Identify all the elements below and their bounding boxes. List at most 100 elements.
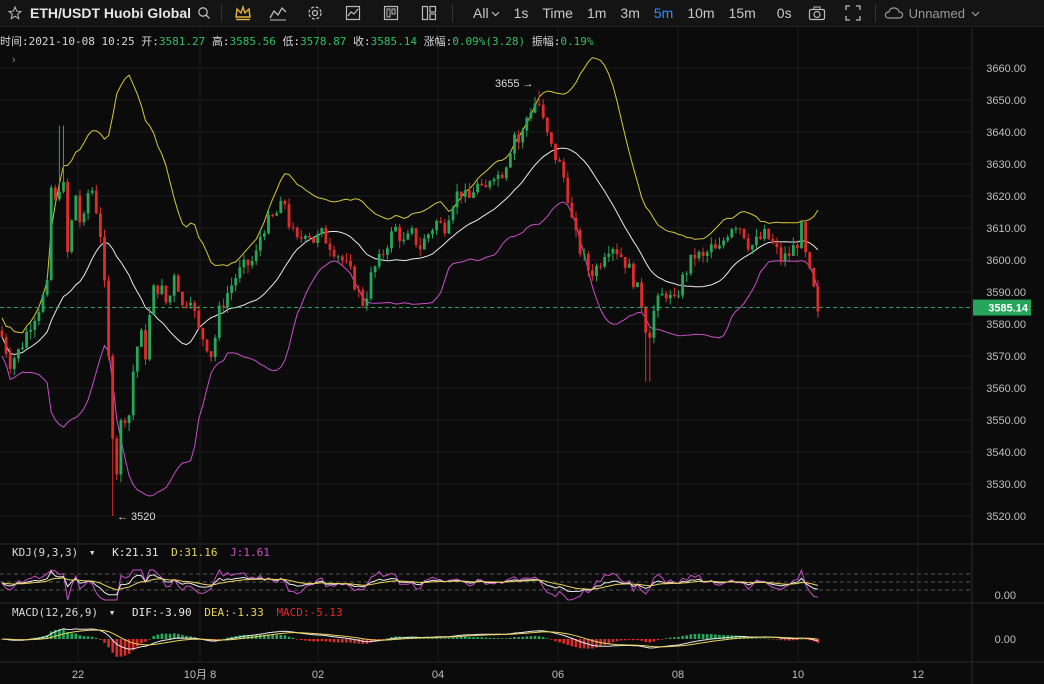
macd-bar-down	[341, 639, 344, 643]
layout-save-button[interactable]: Unnamed	[880, 0, 980, 26]
macd-bar-up	[439, 637, 442, 639]
time-tick-label: 10月 8	[184, 669, 216, 681]
interval-time[interactable]: Time	[535, 0, 580, 26]
fullscreen-icon[interactable]	[835, 0, 871, 26]
macd-bar-down	[660, 639, 664, 640]
time-tick-label: 08	[672, 669, 684, 681]
interval-15m[interactable]: 15m	[722, 0, 763, 26]
candle-up	[447, 220, 451, 234]
chevron-down-icon[interactable]: ▾	[108, 606, 116, 619]
macd-bar-up	[472, 637, 475, 639]
interval-1m[interactable]: 1m	[580, 0, 613, 26]
macd-bar-down	[570, 639, 574, 647]
candle-down	[201, 328, 205, 340]
macd-bar-up	[291, 637, 295, 639]
crown-icon[interactable]	[226, 0, 260, 26]
macd-bar-down	[295, 639, 299, 640]
interval-5m[interactable]: 5m	[647, 0, 680, 26]
interval-all[interactable]: All	[457, 0, 507, 26]
symbol-title[interactable]: ETH/USDT Huobi Global	[30, 5, 191, 21]
candle-down	[398, 226, 402, 242]
candle-down	[299, 237, 303, 239]
macd-bar-down	[595, 639, 598, 648]
macd-bar-down	[558, 639, 561, 643]
macd-bar-up	[45, 635, 49, 639]
macd-bar-down	[300, 639, 303, 641]
change-value: 0.09%(3.28)	[452, 35, 526, 48]
search-icon[interactable]	[191, 0, 217, 26]
candle-up	[29, 329, 33, 332]
macd-dif-line	[1, 628, 819, 650]
macd-bar-up	[267, 634, 270, 639]
macd-bar-down	[550, 639, 553, 640]
macd-bar-up	[156, 634, 160, 639]
chevron-down-icon	[971, 11, 980, 16]
macd-bar-down	[652, 639, 656, 642]
candle-down	[156, 285, 160, 295]
macd-bar-up	[160, 633, 164, 639]
layout-icon[interactable]	[410, 0, 448, 26]
open-value: 3581.27	[158, 35, 206, 48]
low-annotation: ← 3520	[117, 511, 156, 523]
kdj-legend[interactable]: KDJ(9,3,3) ▾ K:21.31 D:31.16 J:1.61	[12, 546, 270, 559]
chart-image-icon[interactable]	[334, 0, 372, 26]
candle-up	[119, 420, 123, 475]
candle-up	[750, 245, 754, 250]
candle-up	[172, 275, 176, 296]
macd-bar-down	[369, 639, 373, 643]
chevron-down-icon[interactable]: ▾	[88, 546, 96, 559]
candle-down	[443, 222, 447, 234]
macd-bar-down	[144, 639, 147, 642]
macd-legend[interactable]: MACD(12,26,9) ▾ DIF:-3.90 DEA:-1.33 MACD…	[12, 606, 343, 619]
macd-bar-up	[480, 637, 483, 639]
chart-grid	[0, 28, 1044, 684]
macd-bar-up	[500, 638, 504, 639]
star-icon[interactable]	[4, 0, 26, 26]
high-label: 高:	[211, 35, 230, 48]
macd-bar-up	[517, 637, 520, 639]
candle-up	[451, 207, 455, 221]
settings-gear-icon[interactable]	[296, 0, 334, 26]
candle-up	[254, 250, 258, 261]
chevron-right-icon[interactable]: ›	[12, 54, 16, 66]
macd-bar-down	[648, 639, 652, 643]
candle-up	[152, 285, 156, 316]
macd-bar-up	[464, 636, 467, 639]
macd-name: MACD(12,26,9)	[12, 606, 99, 619]
divider	[221, 4, 222, 22]
template-icon[interactable]	[372, 0, 410, 26]
candle-down	[796, 245, 799, 249]
macd-bar-down	[792, 639, 795, 641]
candle-up	[316, 233, 320, 243]
interval-3m[interactable]: 3m	[613, 0, 646, 26]
candle-up	[258, 236, 262, 251]
candle-up	[226, 293, 229, 308]
indicator-icon[interactable]	[260, 0, 296, 26]
macd-bar-up	[689, 634, 693, 639]
candle-down	[349, 260, 352, 267]
candle-up	[377, 253, 381, 267]
macd-bar-up	[181, 634, 184, 639]
candle-up	[320, 228, 324, 234]
candle-down	[181, 291, 184, 306]
interval-1s[interactable]: 1s	[507, 0, 536, 26]
camera-icon[interactable]	[799, 0, 835, 26]
time-tick-label: 12	[912, 669, 924, 681]
candle-up	[140, 330, 143, 347]
interval-10m[interactable]: 10m	[680, 0, 721, 26]
candle-up	[82, 213, 86, 223]
bollinger-upper-line	[1, 57, 819, 334]
macd-bar-down	[640, 639, 643, 641]
macd-bar-up	[509, 637, 512, 639]
macd-bar-up	[759, 638, 762, 640]
macd-hist-value: MACD:-5.13	[276, 606, 343, 619]
macd-bar-down	[111, 639, 114, 653]
candle-up	[62, 181, 65, 192]
candle-up	[755, 236, 758, 246]
macd-bar-up	[222, 638, 225, 640]
macd-bar-up	[279, 634, 283, 639]
macd-bar-down	[332, 639, 336, 643]
interval-0s[interactable]: 0s	[763, 0, 799, 26]
last-price-tag	[973, 299, 1031, 316]
